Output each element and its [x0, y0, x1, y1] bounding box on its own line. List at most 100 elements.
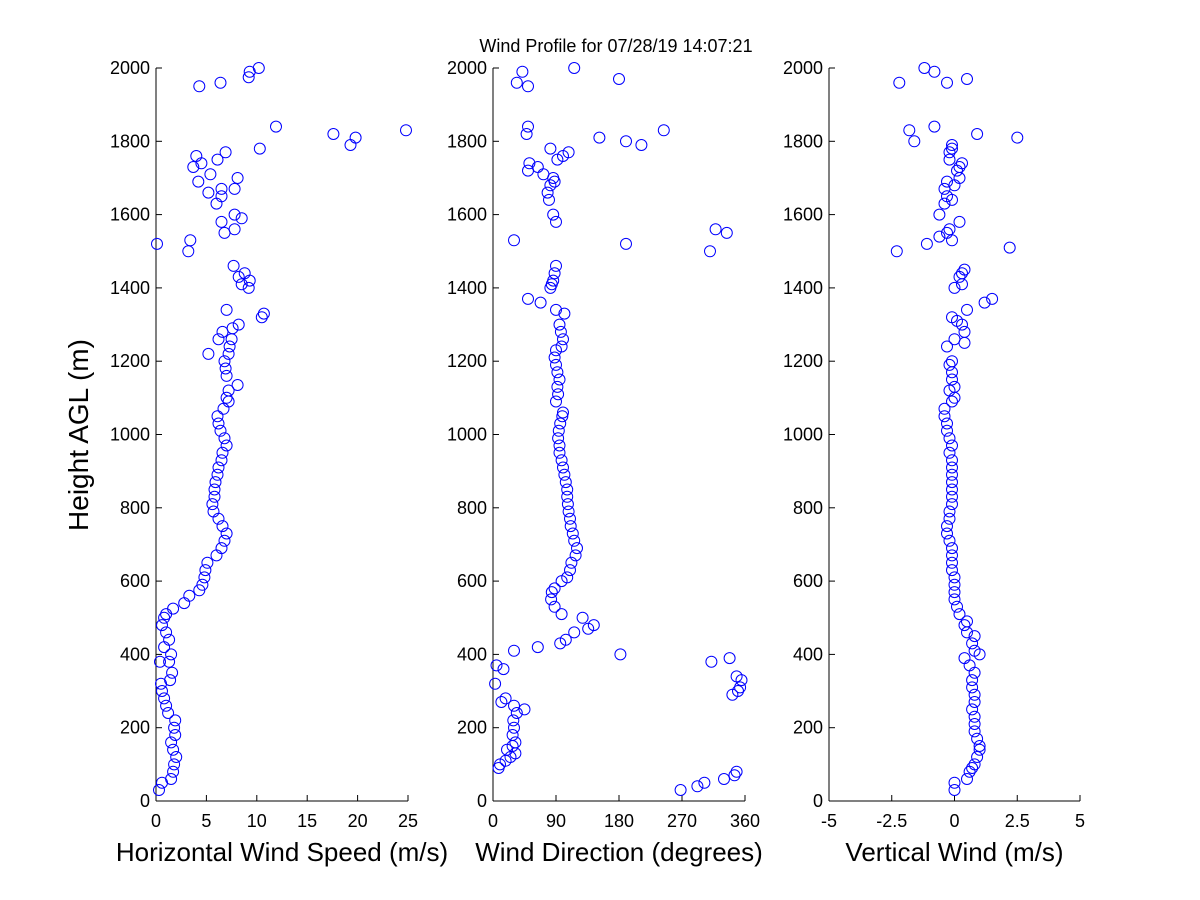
vertical-data-point — [946, 498, 958, 511]
direction-data-point — [564, 564, 576, 577]
speed-data-point — [160, 699, 173, 712]
vertical-data-point — [946, 542, 958, 555]
direction-data-point — [545, 586, 558, 599]
speed-data-point — [163, 655, 176, 668]
vertical-x-tick-label: 2.5 — [1005, 811, 1030, 831]
speed-x-tick-label: 25 — [398, 811, 418, 831]
direction-data-point — [506, 729, 519, 741]
direction-data-point — [723, 652, 736, 665]
speed-y-tick-label: 600 — [120, 571, 150, 591]
direction-y-tick-label: 2000 — [447, 58, 487, 78]
direction-data-point — [534, 296, 547, 309]
direction-data-point — [561, 498, 574, 511]
speed-data-point — [165, 773, 178, 785]
vertical-y-tick-label: 1600 — [783, 205, 823, 225]
speed-data-point — [215, 182, 228, 195]
speed-data-point — [154, 655, 166, 668]
speed-data-point — [169, 729, 182, 741]
speed-y-tick-label: 2000 — [110, 58, 150, 78]
speed-x-tick-label: 5 — [201, 811, 211, 831]
direction-data-point — [495, 696, 508, 708]
speed-data-point — [164, 674, 177, 687]
speed-data-point — [183, 589, 196, 602]
vertical-data-point — [890, 245, 903, 258]
direction-data-point — [620, 135, 632, 148]
vertical-data-point — [948, 380, 961, 393]
speed-y-tick-label: 200 — [120, 718, 150, 738]
direction-data-point — [553, 439, 566, 452]
speed-data-point — [400, 124, 412, 137]
speed-data-point — [182, 245, 195, 258]
vertical-data-point — [968, 696, 981, 708]
subplot-speed: 0 200 400 600 800 1000 1200 1400 1600 1800 2000 0 5 1… — [110, 58, 448, 867]
vertical-data-point — [928, 65, 941, 78]
vertical-data-point — [938, 410, 951, 423]
vertical-data-point — [948, 776, 961, 789]
speed-data-point — [235, 212, 248, 225]
speed-data-point — [166, 666, 179, 679]
direction-data-point — [551, 380, 564, 393]
direction-data-point — [564, 512, 576, 525]
vertical-x-tick-label: -2.5 — [876, 811, 907, 831]
vertical-data-point — [943, 505, 956, 518]
speed-data-point — [165, 648, 178, 661]
direction-data-point — [698, 776, 711, 789]
vertical-data-point — [968, 688, 981, 701]
vertical-y-tick-label: 200 — [793, 718, 823, 738]
speed-data-point — [208, 483, 221, 496]
vertical-data-point — [908, 135, 921, 148]
speed-data-point — [242, 281, 255, 294]
direction-data-point — [568, 534, 581, 547]
vertical-data-point — [938, 402, 951, 415]
speed-data-point — [220, 527, 233, 540]
speed-data-point — [226, 322, 239, 335]
speed-x-tick-label: 0 — [151, 811, 161, 831]
vertical-data-point — [943, 146, 956, 159]
vertical-data-point — [946, 483, 958, 496]
direction-y-tick-label: 0 — [477, 791, 487, 811]
direction-data-point — [709, 223, 722, 236]
direction-y-tick-label: 1600 — [447, 205, 487, 225]
vertical-data-point — [946, 234, 958, 247]
vertical-data-point — [946, 476, 958, 489]
vertical-data-point — [956, 157, 968, 170]
vertical-data-point — [953, 161, 966, 173]
speed-data-point — [209, 476, 222, 489]
vertical-data-point — [961, 73, 973, 85]
direction-data-point — [554, 417, 567, 430]
vertical-data-point — [966, 674, 979, 687]
vertical-data-point — [946, 461, 958, 474]
vertical-data-point — [893, 76, 906, 89]
speed-data-point — [222, 384, 235, 397]
vertical-y-tick-label: 2000 — [783, 58, 823, 78]
direction-data-point — [552, 388, 565, 401]
direction-data-point — [553, 446, 566, 459]
direction-data-point — [704, 245, 716, 258]
speed-data-point — [193, 80, 206, 93]
vertical-y-tick-label: 600 — [793, 571, 823, 591]
vertical-data-point — [946, 193, 958, 206]
direction-data-point — [568, 62, 581, 74]
vertical-data-point — [941, 520, 953, 533]
vertical-data-point — [961, 773, 973, 785]
subplot-vertical: 0 200 400 600 800 1000 1200 1400 1600 1800 2000 -5 -… — [783, 58, 1085, 867]
speed-data-point — [228, 208, 241, 221]
direction-data-point — [571, 542, 583, 555]
speed-data-point — [212, 461, 225, 474]
direction-data-point — [593, 131, 606, 144]
speed-data-point — [212, 333, 225, 346]
speed-data-point — [158, 692, 171, 705]
speed-data-point — [153, 784, 165, 796]
vertical-data-point — [946, 139, 958, 151]
speed-data-point — [215, 542, 228, 555]
speed-data-point — [220, 391, 233, 404]
vertical-data-point — [920, 237, 933, 250]
speed-y-tick-label: 1000 — [110, 425, 150, 445]
speed-data-point — [232, 270, 245, 283]
speed-data-point — [212, 417, 225, 430]
speed-data-point — [208, 490, 221, 503]
vertical-x-tick-label: -5 — [821, 811, 837, 831]
speed-y-tick-label: 1800 — [110, 131, 150, 151]
direction-data-point — [543, 193, 555, 206]
